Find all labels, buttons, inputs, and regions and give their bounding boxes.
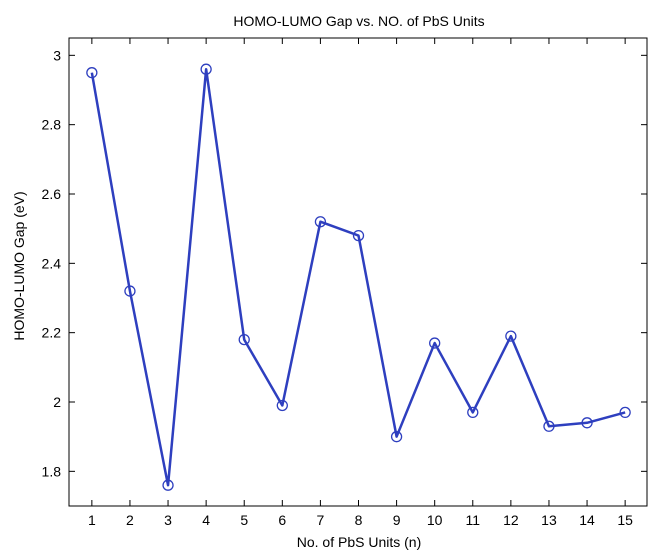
- x-tick-label: 8: [355, 512, 363, 528]
- x-tick-label: 2: [126, 512, 134, 528]
- x-tick-label: 10: [427, 512, 443, 528]
- data-point: [390, 431, 403, 443]
- x-tick-label: 5: [240, 512, 248, 528]
- series-line: [90, 67, 626, 487]
- x-tick-label: 12: [503, 512, 519, 528]
- y-tick-label: 2.6: [42, 186, 62, 202]
- data-point: [238, 333, 250, 346]
- x-tick-label: 6: [278, 512, 286, 528]
- data-point: [467, 406, 479, 419]
- y-tick-label: 2.2: [42, 325, 62, 341]
- y-tick-label: 2.4: [42, 255, 62, 271]
- x-tick-label: 1: [88, 512, 96, 528]
- y-axis-title: HOMO-LUMO Gap (eV): [11, 191, 27, 340]
- plot-area: 1 2 3 4 5 6 7 8 9 10 11 12 13 14 151.822.22.42.62.83: [42, 37, 648, 528]
- plot-frame: [68, 37, 648, 507]
- data-point: [352, 229, 365, 242]
- data-point: [86, 67, 98, 79]
- x-tick-label: 11: [466, 512, 481, 528]
- y-tick-label: 2.8: [42, 117, 62, 133]
- x-axis-title: No. of PbS Units (n): [297, 534, 422, 550]
- x-tick-label: 7: [317, 512, 325, 528]
- x-tick-label: 4: [202, 512, 210, 528]
- x-tick-label: 3: [164, 512, 172, 528]
- x-tick-label: 15: [617, 512, 633, 528]
- data-point: [162, 479, 174, 491]
- chart-title: HOMO-LUMO Gap vs. NO. of PbS Units: [233, 13, 484, 29]
- y-tick-label: 3: [53, 47, 61, 63]
- data-point: [276, 399, 288, 412]
- y-tick-label: 1.8: [42, 463, 62, 479]
- data-point: [505, 330, 517, 342]
- data-point: [619, 406, 631, 419]
- data-point: [543, 420, 555, 432]
- data-point: [429, 337, 441, 349]
- x-tick-label: 14: [579, 512, 595, 528]
- data-point: [200, 63, 212, 75]
- x-tick-label: 9: [393, 512, 401, 528]
- data-point: [124, 285, 136, 297]
- data-point: [314, 216, 327, 228]
- data-point: [581, 417, 593, 429]
- x-tick-label: 13: [541, 512, 557, 528]
- y-tick-label: 2: [53, 394, 61, 410]
